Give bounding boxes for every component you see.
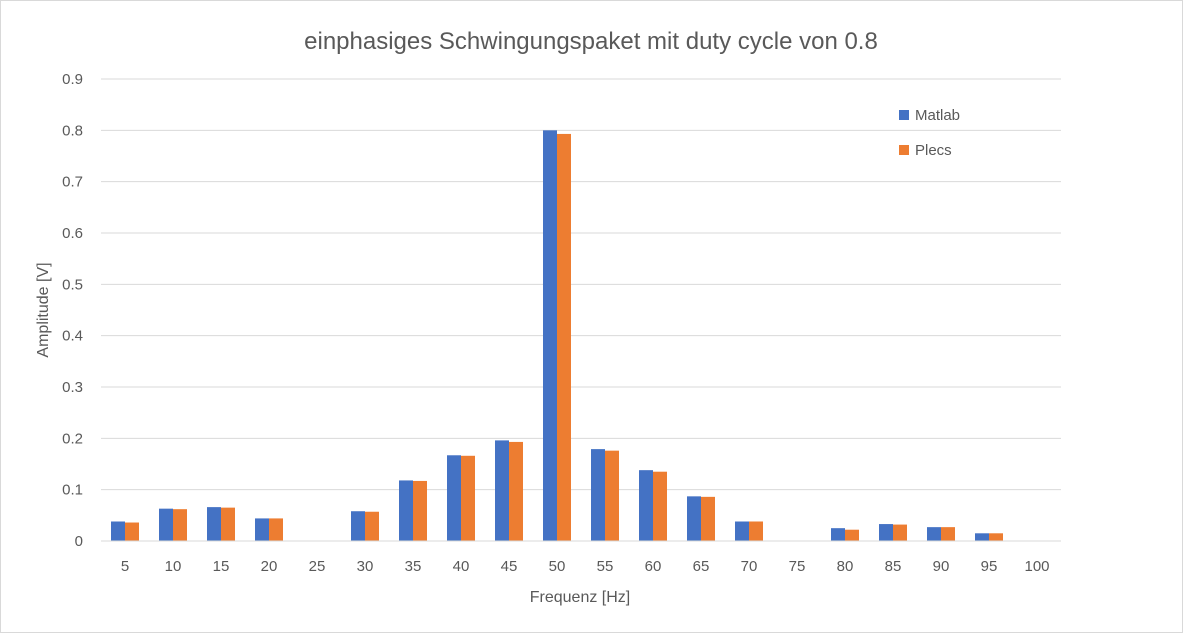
- y-axis-label: Amplitude [V]: [35, 262, 52, 357]
- bars: [111, 130, 1003, 542]
- bar-matlab: [879, 524, 893, 541]
- y-tick-label: 0.4: [62, 328, 83, 345]
- bar-matlab: [687, 496, 701, 541]
- x-tick-label: 30: [357, 558, 374, 575]
- bar-matlab: [735, 521, 749, 541]
- bar-matlab: [831, 528, 845, 541]
- bar-matlab: [447, 455, 461, 541]
- y-tick-label: 0: [75, 533, 83, 550]
- bar-plecs: [941, 527, 955, 541]
- y-tick-label: 0.7: [62, 174, 83, 191]
- bar-matlab: [927, 527, 941, 541]
- gridlines: [101, 78, 1061, 491]
- x-axis-ticks: 5 10 15 20 25 30 35 40 45 50 55 60 65 70 75 80 85 90 95 100: [121, 558, 1050, 575]
- legend-swatch: [899, 145, 909, 155]
- x-tick-label: 95: [981, 558, 998, 575]
- bar-matlab: [159, 508, 173, 541]
- x-tick-label: 20: [261, 558, 278, 575]
- x-tick-label: 25: [309, 558, 326, 575]
- bar-plecs: [269, 518, 283, 541]
- x-tick-label: 15: [213, 558, 230, 575]
- bar-matlab: [543, 130, 557, 542]
- bar-plecs: [557, 133, 571, 541]
- bar-plecs: [461, 455, 475, 541]
- x-tick-label: 35: [405, 558, 422, 575]
- chart-title: einphasiges Schwingungspaket mit duty cy…: [304, 28, 878, 55]
- bar-plecs: [701, 496, 715, 541]
- bar-plecs: [749, 521, 763, 541]
- y-axis-ticks: 0 0.1 0.2 0.3 0.4 0.5 0.6 0.7 0.8 0.9: [62, 71, 83, 550]
- y-tick-label: 0.8: [62, 122, 83, 139]
- bar-matlab: [639, 470, 653, 541]
- legend: Matlab Plecs: [899, 107, 960, 159]
- bar-plecs: [173, 509, 187, 541]
- bar-plecs: [845, 529, 859, 541]
- y-tick-label: 0.2: [62, 430, 83, 447]
- bar-plecs: [221, 507, 235, 541]
- bar-plecs: [653, 471, 667, 541]
- x-tick-label: 5: [121, 558, 129, 575]
- x-tick-label: 45: [501, 558, 518, 575]
- y-tick-label: 0.5: [62, 276, 83, 293]
- x-tick-label: 65: [693, 558, 710, 575]
- bar-matlab: [111, 521, 125, 541]
- bar-matlab: [975, 533, 989, 541]
- y-tick-label: 0.6: [62, 225, 83, 242]
- bar-plecs: [893, 524, 907, 541]
- bar-plecs: [509, 441, 523, 541]
- x-tick-label: 40: [453, 558, 470, 575]
- x-tick-label: 100: [1024, 558, 1049, 575]
- x-axis-label: Frequenz [Hz]: [530, 589, 630, 606]
- y-tick-label: 0.9: [62, 71, 83, 88]
- legend-label: Matlab: [915, 107, 960, 124]
- x-tick-label: 55: [597, 558, 614, 575]
- y-tick-label: 0.3: [62, 379, 83, 396]
- x-tick-label: 70: [741, 558, 758, 575]
- bar-matlab: [255, 518, 269, 541]
- x-tick-label: 50: [549, 558, 566, 575]
- bar-plecs: [125, 522, 139, 541]
- y-tick-label: 0.1: [62, 482, 83, 499]
- x-tick-label: 90: [933, 558, 950, 575]
- bar-plecs: [365, 511, 379, 541]
- bar-matlab: [351, 511, 365, 541]
- x-tick-label: 10: [165, 558, 182, 575]
- x-tick-label: 60: [645, 558, 662, 575]
- x-tick-label: 85: [885, 558, 902, 575]
- x-tick-label: 80: [837, 558, 854, 575]
- bar-plecs: [989, 533, 1003, 541]
- bar-matlab: [495, 440, 509, 541]
- bar-plecs: [605, 450, 619, 541]
- legend-label: Plecs: [915, 142, 952, 159]
- bar-matlab: [399, 480, 413, 541]
- bar-matlab: [207, 507, 221, 541]
- bar-matlab: [591, 449, 605, 541]
- legend-swatch: [899, 110, 909, 120]
- x-tick-label: 75: [789, 558, 806, 575]
- bar-plecs: [413, 480, 427, 541]
